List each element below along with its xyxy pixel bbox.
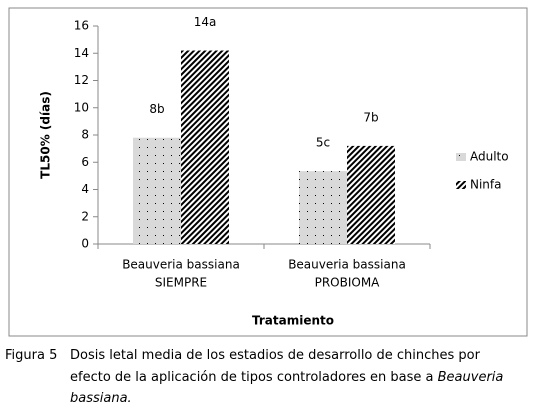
y-tick-label: 4 <box>81 182 89 196</box>
y-tick-label: 6 <box>81 155 89 169</box>
caption-text: Dosis letal media de los estadios de des… <box>70 345 520 410</box>
y-tick-label: 14 <box>74 46 89 60</box>
caption: Figura 5 Dosis letal media de los estadi… <box>5 345 525 410</box>
y-tick-label: 12 <box>74 73 89 87</box>
y-axis-label: TL50% (días) <box>39 91 53 179</box>
data-label: 7b <box>363 110 378 124</box>
data-label: 5c <box>316 136 330 150</box>
bar <box>299 171 347 244</box>
y-tick-label: 8 <box>81 128 89 142</box>
y-tick-label: 16 <box>74 19 89 33</box>
caption-species: Beauveria bassiana. <box>70 369 504 407</box>
legend-swatch <box>456 181 466 189</box>
caption-body: Dosis letal media de los estadios de des… <box>70 348 480 385</box>
data-label: 8b <box>149 102 164 116</box>
data-label: 14a <box>194 15 217 29</box>
legend-label: Ninfa <box>470 178 502 192</box>
y-tick-label: 10 <box>74 100 89 114</box>
caption-label: Figura 5 <box>5 348 58 363</box>
y-tick-label: 0 <box>81 237 89 251</box>
legend-label: Adulto <box>470 150 509 164</box>
chart-frame <box>8 7 528 337</box>
x-tick-label: PROBIOMA <box>315 276 381 290</box>
bar <box>133 137 181 244</box>
x-axis-label: Tratamiento <box>252 314 334 328</box>
y-tick-label: 2 <box>81 209 89 223</box>
x-tick-label: SIEMPRE <box>155 276 207 290</box>
bar <box>181 50 229 245</box>
legend-swatch <box>456 153 466 161</box>
x-tick-label: Beauveria bassiana <box>122 258 240 272</box>
chart: Tratamiento TL50% (días) 0 2 4 6 8 10 12 14 16 Be… <box>8 7 528 337</box>
x-tick-label: Beauveria bassiana <box>288 258 406 272</box>
bar <box>347 145 395 244</box>
